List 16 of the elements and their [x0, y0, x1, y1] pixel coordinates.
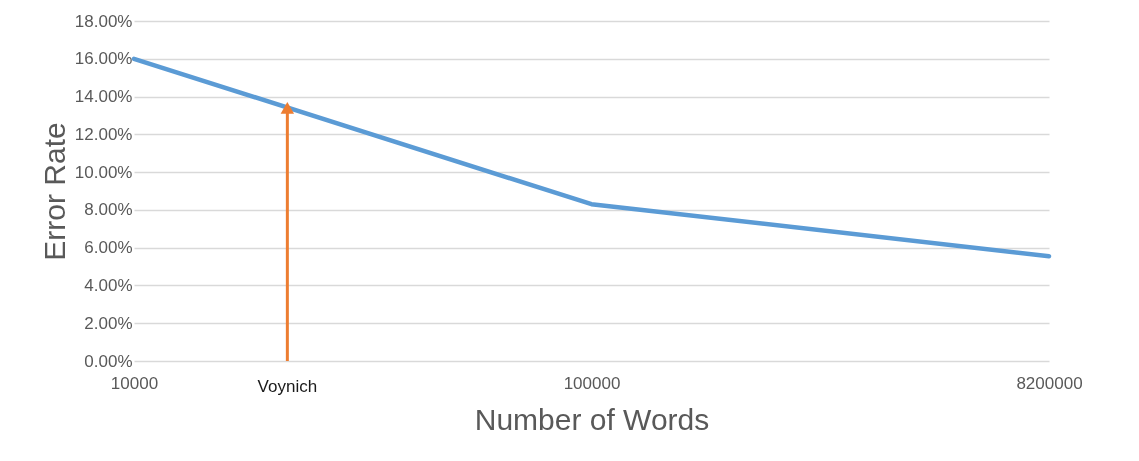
y-tick-label: 4.00% [84, 275, 133, 295]
y-tick-label: 8.00% [84, 200, 133, 220]
x-tick-label: 10000 [110, 373, 159, 393]
y-tick-label: 16.00% [74, 49, 133, 69]
x-axis-title: Number of Words [474, 402, 710, 436]
y-tick-label: 0.00% [84, 351, 133, 371]
y-tick-label: 18.00% [74, 11, 133, 31]
x-tick-label: 100000 [563, 373, 621, 393]
annotation: Voynich [257, 377, 318, 396]
x-tick-label: 8200000 [1016, 373, 1083, 393]
y-axis-title: Error Rate [37, 122, 71, 261]
y-tick-label: 10.00% [74, 162, 133, 182]
y-tick-label: 14.00% [74, 87, 133, 107]
y-tick-label: 12.00% [74, 124, 133, 144]
y-tick-label: 2.00% [84, 313, 133, 333]
y-tick-label: 6.00% [84, 238, 133, 258]
